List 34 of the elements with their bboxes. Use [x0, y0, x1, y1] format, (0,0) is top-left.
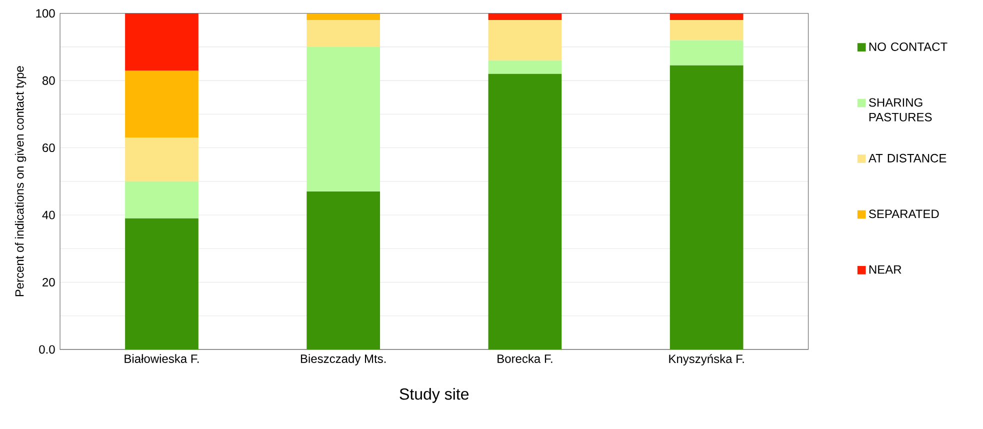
- y-tick-label: 80: [42, 76, 55, 85]
- y-tick-label: 100: [36, 8, 55, 18]
- legend-label: SEPARATED: [868, 209, 939, 218]
- bar: [125, 137, 198, 182]
- bar: [306, 191, 380, 350]
- x-tick-label: Białowieska F.: [124, 354, 199, 363]
- bar: [670, 40, 744, 66]
- y-tick-label: 40: [42, 210, 55, 220]
- x-axis-title: Study site: [400, 388, 469, 403]
- bar: [306, 46, 380, 192]
- bar: [670, 20, 744, 40]
- y-axis-title: Percent of indications on given contact type: [14, 66, 26, 296]
- bar: [488, 13, 562, 20]
- bar: [306, 20, 380, 47]
- bar: [125, 181, 198, 218]
- bar: [488, 20, 562, 60]
- y-tick-label: 20: [42, 278, 55, 286]
- bar: [306, 13, 380, 20]
- y-tick-label: 60: [42, 143, 55, 152]
- bar: [488, 74, 562, 350]
- bar: [125, 70, 198, 138]
- bar: [125, 218, 198, 350]
- x-tick-label: Bieszczady Mts.: [300, 354, 386, 366]
- bar: [670, 13, 744, 20]
- x-tick-label: Borecka F.: [498, 354, 552, 363]
- bar: [670, 65, 744, 350]
- legend-label: SHARING PASTURES: [868, 98, 932, 122]
- legend-label: NO CONTACT: [869, 42, 948, 51]
- bar: [488, 60, 562, 74]
- legend-label: NEAR: [869, 265, 902, 274]
- y-tick-label: 0.0: [39, 344, 55, 354]
- bar: [125, 13, 198, 70]
- x-tick-label: Knyszyńska F.: [669, 354, 744, 366]
- legend-label: AT DISTANCE: [868, 154, 946, 162]
